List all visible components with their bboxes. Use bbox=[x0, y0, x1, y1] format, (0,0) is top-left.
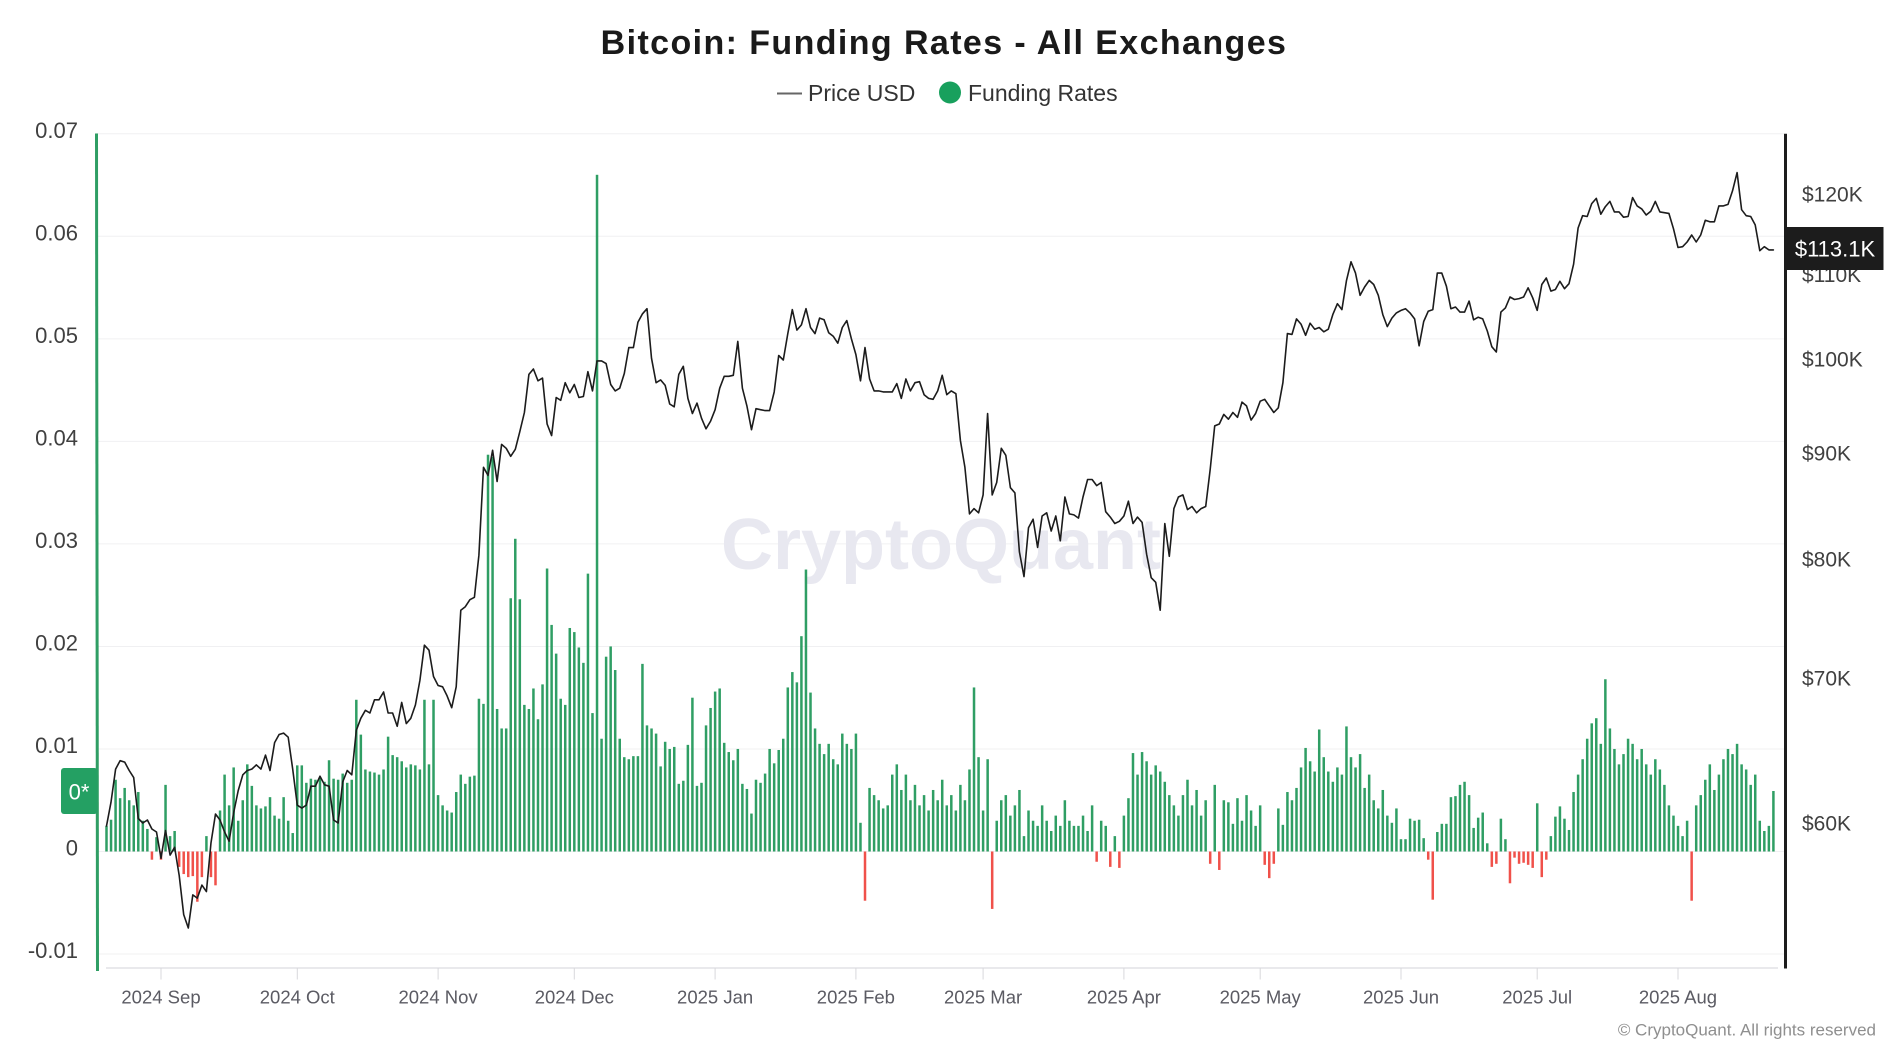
svg-text:Funding Rates: Funding Rates bbox=[968, 80, 1118, 106]
svg-text:Bitcoin: Funding Rates - All E: Bitcoin: Funding Rates - All Exchanges bbox=[601, 24, 1288, 62]
svg-text:2024 Oct: 2024 Oct bbox=[260, 987, 335, 1008]
svg-text:© CryptoQuant. All rights rese: © CryptoQuant. All rights reserved bbox=[1618, 1021, 1876, 1040]
svg-text:Price USD: Price USD bbox=[808, 80, 915, 106]
svg-text:$70K: $70K bbox=[1802, 668, 1851, 691]
svg-text:0*: 0* bbox=[69, 780, 90, 805]
svg-text:0.01: 0.01 bbox=[35, 733, 78, 758]
svg-text:2025 Apr: 2025 Apr bbox=[1087, 987, 1161, 1008]
svg-text:0.06: 0.06 bbox=[35, 220, 78, 245]
svg-text:0: 0 bbox=[66, 836, 78, 861]
svg-text:$80K: $80K bbox=[1802, 549, 1851, 572]
svg-text:0.03: 0.03 bbox=[35, 528, 78, 553]
svg-text:2025 Mar: 2025 Mar bbox=[944, 987, 1022, 1008]
svg-text:2025 Aug: 2025 Aug bbox=[1639, 987, 1717, 1008]
svg-text:2025 Feb: 2025 Feb bbox=[817, 987, 895, 1008]
svg-text:0.04: 0.04 bbox=[35, 425, 78, 450]
svg-text:2025 Jul: 2025 Jul bbox=[1502, 987, 1572, 1008]
svg-text:$90K: $90K bbox=[1802, 443, 1851, 466]
svg-text:2025 May: 2025 May bbox=[1220, 987, 1302, 1008]
svg-text:-0.01: -0.01 bbox=[28, 938, 78, 963]
svg-text:2024 Dec: 2024 Dec bbox=[535, 987, 614, 1008]
svg-text:2025 Jan: 2025 Jan bbox=[677, 987, 753, 1008]
svg-text:$100K: $100K bbox=[1802, 349, 1863, 372]
svg-text:2024 Nov: 2024 Nov bbox=[398, 987, 478, 1008]
svg-text:$120K: $120K bbox=[1802, 184, 1863, 207]
svg-text:0.07: 0.07 bbox=[35, 118, 78, 143]
svg-text:$60K: $60K bbox=[1802, 813, 1851, 836]
svg-text:0.05: 0.05 bbox=[35, 323, 78, 348]
svg-text:2024 Sep: 2024 Sep bbox=[121, 987, 200, 1008]
svg-text:0.02: 0.02 bbox=[35, 630, 78, 655]
svg-text:CryptoQuant: CryptoQuant bbox=[721, 505, 1161, 585]
svg-text:2025 Jun: 2025 Jun bbox=[1363, 987, 1439, 1008]
svg-text:$113.1K: $113.1K bbox=[1795, 237, 1876, 262]
